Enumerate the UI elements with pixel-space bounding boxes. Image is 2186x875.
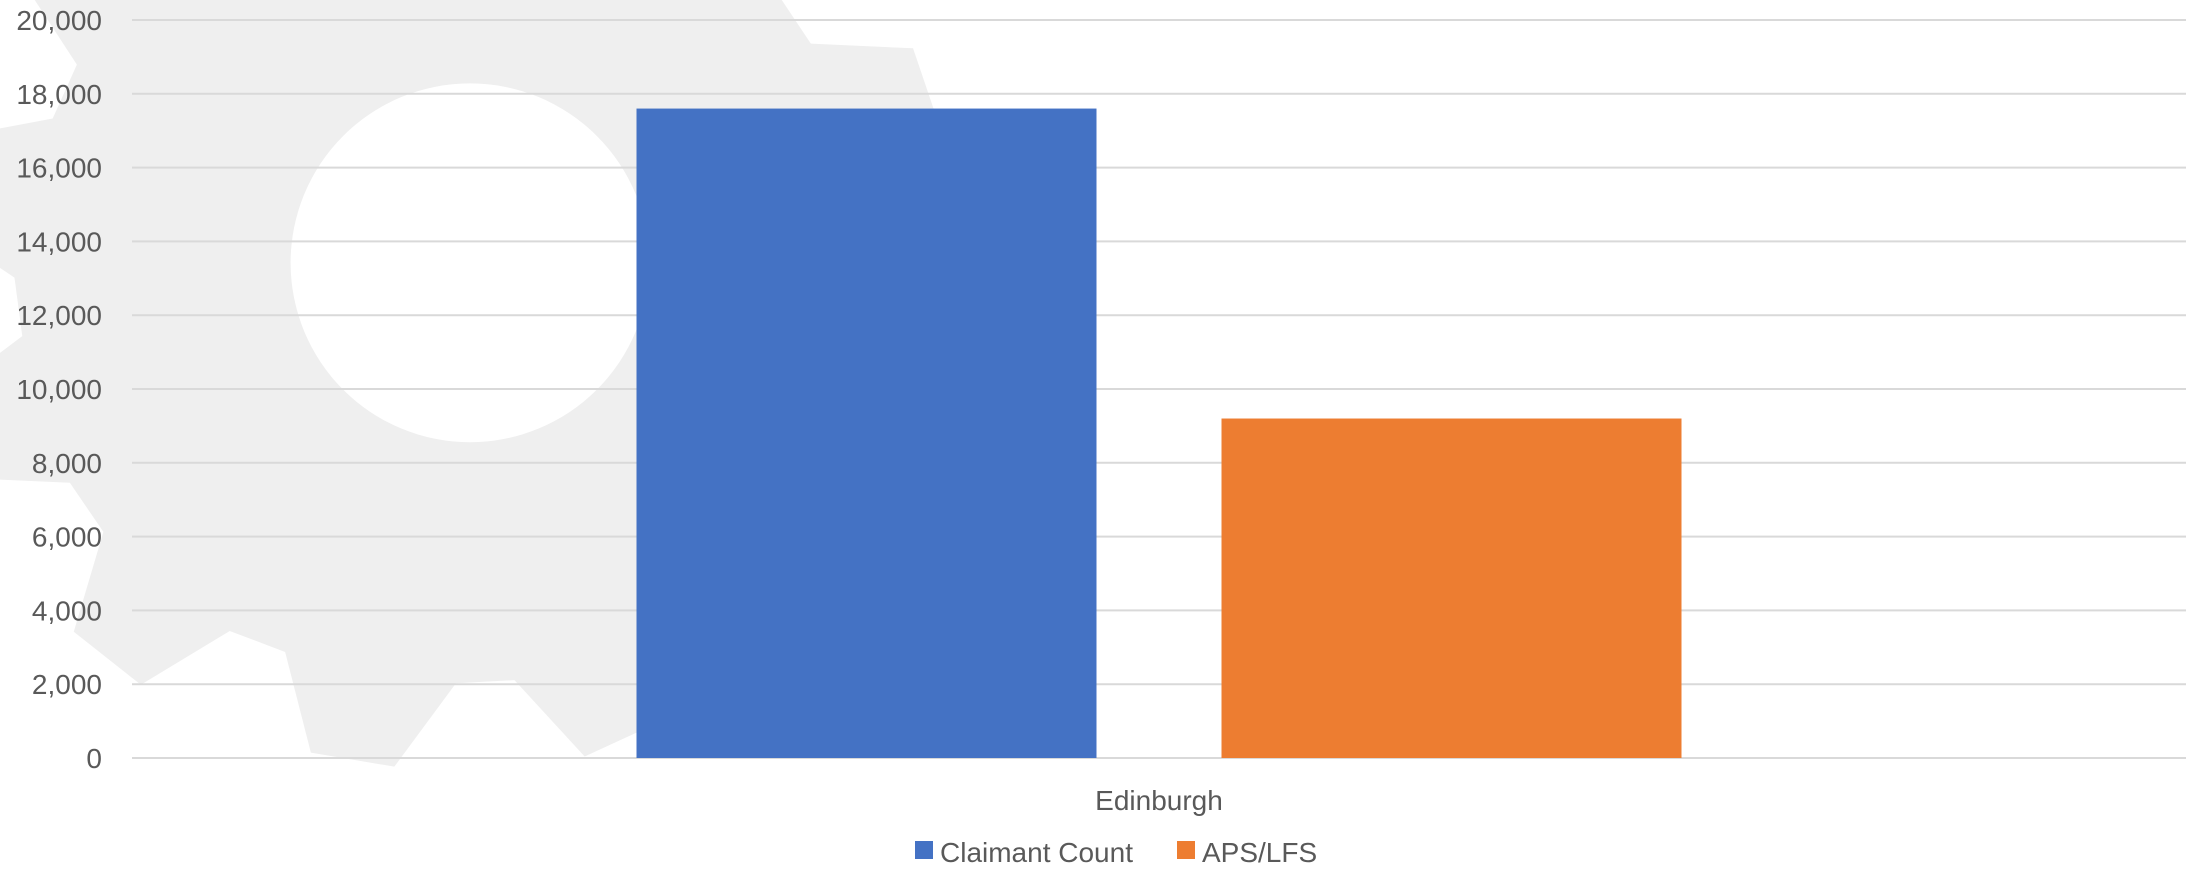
x-tick-label: Edinburgh xyxy=(1095,785,1223,816)
legend-label: APS/LFS xyxy=(1202,837,1317,868)
gridlines xyxy=(132,19,2186,759)
legend: Claimant Count APS/LFS xyxy=(915,837,1317,868)
x-axis-tick-labels: Edinburgh xyxy=(1095,785,1223,816)
y-tick-label: 4,000 xyxy=(32,595,102,626)
y-tick-label: 20,000 xyxy=(16,5,102,36)
legend-swatch xyxy=(915,841,933,859)
bars xyxy=(636,108,1682,758)
y-tick-label: 12,000 xyxy=(16,300,102,331)
y-tick-label: 0 xyxy=(86,743,102,774)
bar-claimant-count xyxy=(636,108,1097,758)
bar-aps-lfs xyxy=(1221,418,1682,758)
y-tick-label: 6,000 xyxy=(32,522,102,553)
y-tick-label: 16,000 xyxy=(16,153,102,184)
legend-label: Claimant Count xyxy=(940,837,1133,868)
y-tick-label: 2,000 xyxy=(32,669,102,700)
y-tick-label: 18,000 xyxy=(16,79,102,110)
y-axis-tick-labels: 0 2,000 4,000 6,000 8,000 10,000 12,000 14,000 1… xyxy=(16,5,102,774)
y-tick-label: 14,000 xyxy=(16,226,102,257)
y-tick-label: 8,000 xyxy=(32,448,102,479)
y-tick-label: 10,000 xyxy=(16,374,102,405)
legend-swatch xyxy=(1177,841,1195,859)
